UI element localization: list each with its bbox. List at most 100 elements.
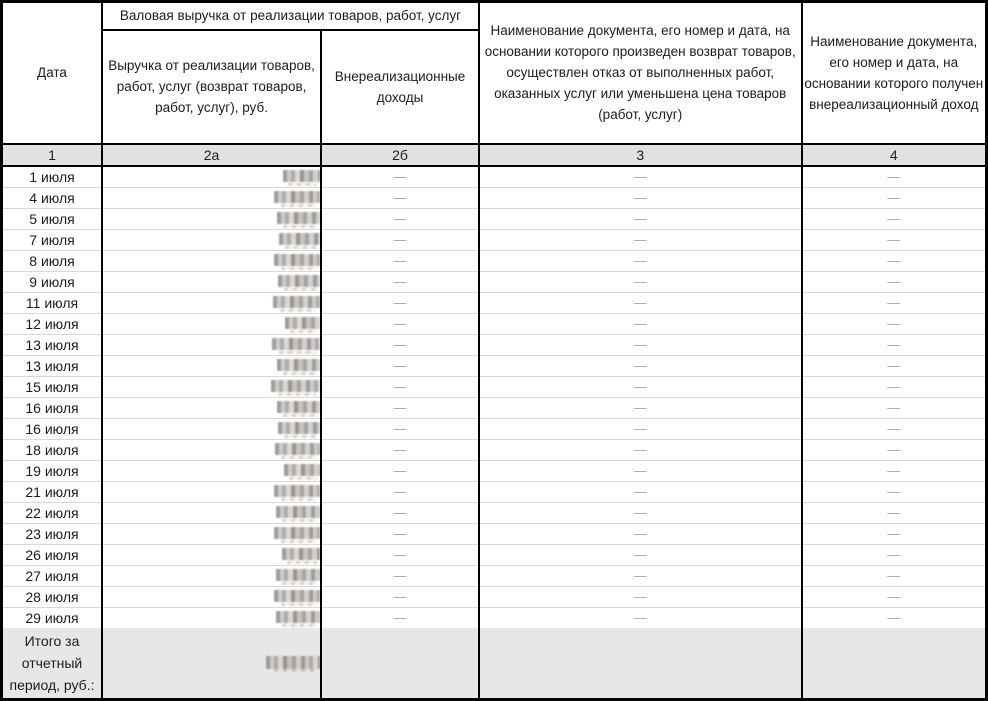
redacted-revenue-value bbox=[278, 422, 321, 439]
total-value-cell bbox=[100, 627, 322, 700]
table-header: Дата Валовая выручка от реализации товар… bbox=[0, 1, 987, 167]
income-document-cell: — bbox=[800, 564, 987, 586]
redacted-revenue-value bbox=[274, 254, 321, 271]
income-document-cell: — bbox=[800, 501, 987, 523]
return-document-cell: — bbox=[477, 606, 802, 628]
table-row: 13 июля — — — bbox=[0, 333, 987, 355]
column-number-2a: 2а bbox=[100, 142, 322, 167]
table-row: 19 июля — — — bbox=[0, 459, 987, 481]
return-document-cell: — bbox=[477, 186, 802, 208]
non-sales-income-cell: — bbox=[320, 186, 479, 208]
revenue-cell bbox=[100, 228, 322, 250]
non-sales-income-cell: — bbox=[320, 585, 479, 607]
revenue-cell bbox=[100, 396, 322, 418]
income-document-cell: — bbox=[800, 522, 987, 544]
revenue-cell bbox=[100, 165, 322, 187]
total-empty-4 bbox=[800, 627, 987, 700]
date-cell: 15 июля bbox=[0, 375, 102, 397]
income-document-cell: — bbox=[800, 270, 987, 292]
date-cell: 12 июля bbox=[0, 312, 102, 334]
redacted-revenue-value bbox=[279, 233, 321, 250]
table-row: 22 июля — — — bbox=[0, 501, 987, 523]
date-cell: 16 июля bbox=[0, 417, 102, 439]
date-cell: 29 июля bbox=[0, 606, 102, 628]
non-sales-income-cell: — bbox=[320, 270, 479, 292]
non-sales-income-cell: — bbox=[320, 396, 479, 418]
return-document-cell: — bbox=[477, 438, 802, 460]
table-row: 27 июля — — — bbox=[0, 564, 987, 586]
table-row: 5 июля — — — bbox=[0, 207, 987, 229]
redacted-revenue-value bbox=[274, 191, 321, 208]
table-row: 9 июля — — — bbox=[0, 270, 987, 292]
return-document-cell: — bbox=[477, 207, 802, 229]
date-cell: 13 июля bbox=[0, 333, 102, 355]
income-document-cell: — bbox=[800, 333, 987, 355]
column-number-2b: 2б bbox=[320, 142, 479, 167]
date-cell: 19 июля bbox=[0, 459, 102, 481]
data-rows: 1 июля — — — 4 июля — — — 5 июля — — — 7… bbox=[0, 165, 987, 628]
total-empty-2b bbox=[320, 627, 479, 700]
header-return-document: Наименование документа, его номер и дата… bbox=[477, 1, 802, 144]
revenue-cell bbox=[100, 312, 322, 334]
date-cell: 8 июля bbox=[0, 249, 102, 271]
non-sales-income-cell: — bbox=[320, 438, 479, 460]
non-sales-income-cell: — bbox=[320, 249, 479, 271]
return-document-cell: — bbox=[477, 480, 802, 502]
non-sales-income-cell: — bbox=[320, 165, 479, 187]
date-cell: 1 июля bbox=[0, 165, 102, 187]
income-document-cell: — bbox=[800, 165, 987, 187]
return-document-cell: — bbox=[477, 270, 802, 292]
non-sales-income-cell: — bbox=[320, 501, 479, 523]
non-sales-income-cell: — bbox=[320, 417, 479, 439]
return-document-cell: — bbox=[477, 417, 802, 439]
non-sales-income-cell: — bbox=[320, 564, 479, 586]
income-document-cell: — bbox=[800, 459, 987, 481]
non-sales-income-cell: — bbox=[320, 480, 479, 502]
income-document-cell: — bbox=[800, 606, 987, 628]
table-row: 16 июля — — — bbox=[0, 396, 987, 418]
header-gross-revenue-group: Валовая выручка от реализации товаров, р… bbox=[101, 1, 479, 31]
return-document-cell: — bbox=[477, 354, 802, 376]
table-row: 21 июля — — — bbox=[0, 480, 987, 502]
revenue-cell bbox=[100, 438, 322, 460]
income-document-cell: — bbox=[800, 417, 987, 439]
date-cell: 16 июля bbox=[0, 396, 102, 418]
return-document-cell: — bbox=[477, 522, 802, 544]
non-sales-income-cell: — bbox=[320, 228, 479, 250]
date-cell: 5 июля bbox=[0, 207, 102, 229]
revenue-cell bbox=[100, 291, 322, 313]
revenue-cell bbox=[100, 249, 322, 271]
table-row: 15 июля — — — bbox=[0, 375, 987, 397]
redacted-revenue-value bbox=[272, 338, 321, 355]
non-sales-income-cell: — bbox=[320, 606, 479, 628]
revenue-cell bbox=[100, 417, 322, 439]
total-row: Итого за отчетный период, руб.: bbox=[0, 627, 987, 700]
redacted-revenue-value bbox=[278, 275, 321, 292]
table-row: 13 июля — — — bbox=[0, 354, 987, 376]
revenue-cell bbox=[100, 459, 322, 481]
table-row: 18 июля — — — bbox=[0, 438, 987, 460]
revenue-cell bbox=[100, 606, 322, 628]
redacted-revenue-value bbox=[277, 401, 321, 418]
table-row: 28 июля — — — bbox=[0, 585, 987, 607]
table-row: 29 июля — — — bbox=[0, 606, 987, 628]
revenue-cell bbox=[100, 207, 322, 229]
date-cell: 27 июля bbox=[0, 564, 102, 586]
date-cell: 21 июля bbox=[0, 480, 102, 502]
income-document-cell: — bbox=[800, 207, 987, 229]
return-document-cell: — bbox=[477, 312, 802, 334]
non-sales-income-cell: — bbox=[320, 207, 479, 229]
header-date: Дата bbox=[0, 1, 102, 144]
redacted-revenue-value bbox=[274, 485, 321, 502]
revenue-cell bbox=[100, 333, 322, 355]
header-sales-revenue: Выручка от реализации товаров, работ, ус… bbox=[100, 29, 322, 144]
redacted-revenue-value bbox=[276, 611, 321, 628]
non-sales-income-cell: — bbox=[320, 354, 479, 376]
revenue-cell bbox=[100, 585, 322, 607]
date-cell: 28 июля bbox=[0, 585, 102, 607]
return-document-cell: — bbox=[477, 375, 802, 397]
table-row: 12 июля — — — bbox=[0, 312, 987, 334]
return-document-cell: — bbox=[477, 585, 802, 607]
